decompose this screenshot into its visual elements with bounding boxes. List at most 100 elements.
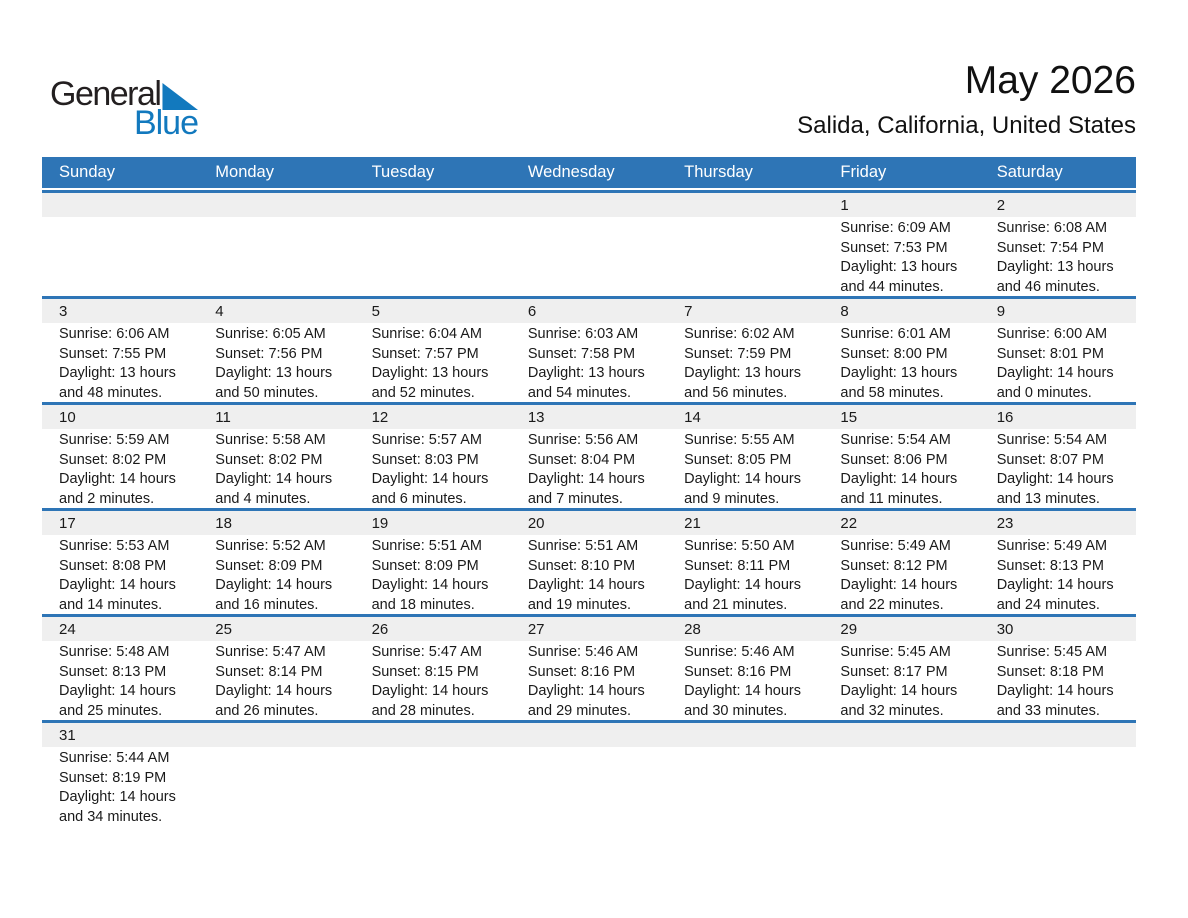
empty-day-number xyxy=(667,723,823,748)
weekday-header-monday: Monday xyxy=(215,163,274,181)
day-number: 23 xyxy=(996,515,1014,532)
day-sunset-text: Sunset: 8:04 PM xyxy=(527,451,636,468)
empty-day-number xyxy=(355,723,511,748)
weekday-header-sunday: Sunday xyxy=(59,163,115,181)
day-sunrise-text: Sunrise: 5:45 AM xyxy=(996,644,1108,660)
weekday-header-saturday: Saturday xyxy=(996,163,1063,181)
day-sunrise-text: Sunrise: 6:04 AM xyxy=(371,326,482,342)
day-number: 10 xyxy=(59,409,76,426)
day-cell: Sunrise: 6:01 AM Sunset: 8:00 PM Daylight:… xyxy=(823,323,979,403)
day-daylight-text: Daylight: 14 hours and 21 minutes. xyxy=(684,577,802,613)
empty-day-number xyxy=(511,723,667,748)
day-number: 19 xyxy=(371,515,389,532)
day-daylight-text: Daylight: 14 hours and 2 minutes. xyxy=(59,471,176,507)
day-number: 21 xyxy=(684,515,701,532)
day-number: 6 xyxy=(527,303,537,320)
day-cell: Sunrise: 5:57 AM Sunset: 8:03 PM Daylight:… xyxy=(355,429,511,509)
day-sunrise-text: Sunrise: 5:54 AM xyxy=(996,432,1108,448)
calendar-table: Sunday Monday Tuesday Wednesday Thursday Frid… xyxy=(42,157,1136,902)
logo-text-blue: Blue xyxy=(133,104,199,142)
day-cell: Sunrise: 5:58 AM Sunset: 8:02 PM Daylight:… xyxy=(198,429,354,509)
day-cell: Sunrise: 6:09 AM Sunset: 7:53 PM Daylight:… xyxy=(823,217,979,297)
day-number: 29 xyxy=(840,621,858,638)
day-number: 20 xyxy=(527,515,545,532)
day-sunrise-text: Sunrise: 5:49 AM xyxy=(996,538,1108,554)
day-daylight-text: Daylight: 14 hours and 11 minutes. xyxy=(840,471,958,507)
day-daylight-text: Daylight: 14 hours and 14 minutes. xyxy=(59,577,176,613)
calendar-weeks: 1 2 Sunrise: 6:09 AM Sunset: 7:53 PM Dayligh… xyxy=(42,190,1136,902)
day-daylight-text: Daylight: 13 hours and 56 minutes. xyxy=(684,365,802,401)
day-number: 1 xyxy=(840,197,849,214)
empty-day-cell xyxy=(355,217,511,297)
weekday-header-wednesday: Wednesday xyxy=(527,163,615,181)
day-number: 3 xyxy=(59,303,68,320)
day-sunrise-text: Sunrise: 5:52 AM xyxy=(215,538,326,554)
day-sunrise-text: Sunrise: 5:44 AM xyxy=(59,750,170,766)
empty-day-number xyxy=(667,193,823,218)
day-cell: Sunrise: 5:54 AM Sunset: 8:06 PM Daylight:… xyxy=(823,429,979,509)
empty-day-cell xyxy=(42,217,198,297)
day-number: 22 xyxy=(840,515,858,532)
day-number: 7 xyxy=(684,303,693,320)
day-detail-band: Sunrise: 5:53 AM Sunset: 8:08 PM Daylight:… xyxy=(42,535,1136,615)
day-cell: Sunrise: 6:05 AM Sunset: 7:56 PM Daylight:… xyxy=(198,323,354,403)
day-cell: Sunrise: 5:51 AM Sunset: 8:09 PM Daylight:… xyxy=(355,535,511,615)
day-sunset-text: Sunset: 8:02 PM xyxy=(215,451,323,468)
day-cell: Sunrise: 6:00 AM Sunset: 8:01 PM Daylight:… xyxy=(980,323,1136,403)
weekday-header-thursday: Thursday xyxy=(684,163,753,181)
day-daylight-text: Daylight: 14 hours and 19 minutes. xyxy=(527,577,645,613)
day-sunset-text: Sunset: 8:17 PM xyxy=(840,663,948,680)
weekday-header-tuesday: Tuesday xyxy=(371,163,435,181)
day-number: 11 xyxy=(215,409,231,426)
day-sunset-text: Sunset: 8:01 PM xyxy=(996,345,1104,362)
day-sunset-text: Sunset: 7:54 PM xyxy=(996,239,1104,256)
week-row: 3 4 5 6 7 8 9 Sunrise: 6:06 AM Sunset: 7:55 PM Da… xyxy=(42,296,1136,402)
day-daylight-text: Daylight: 13 hours and 50 minutes. xyxy=(215,365,333,401)
empty-day-cell xyxy=(980,747,1136,827)
day-sunrise-text: Sunrise: 6:02 AM xyxy=(684,326,795,342)
day-sunrise-text: Sunrise: 6:09 AM xyxy=(840,220,951,236)
day-sunset-text: Sunset: 8:00 PM xyxy=(840,345,948,362)
empty-day-cell xyxy=(198,747,354,827)
day-sunrise-text: Sunrise: 5:51 AM xyxy=(371,538,482,554)
day-sunrise-text: Sunrise: 5:58 AM xyxy=(215,432,326,448)
empty-day-cell xyxy=(823,747,979,827)
day-sunset-text: Sunset: 7:59 PM xyxy=(684,345,792,362)
day-daylight-text: Daylight: 13 hours and 58 minutes. xyxy=(840,365,958,401)
day-sunrise-text: Sunrise: 5:49 AM xyxy=(840,538,951,554)
empty-day-number xyxy=(198,723,354,748)
day-sunrise-text: Sunrise: 6:01 AM xyxy=(840,326,951,342)
day-sunrise-text: Sunrise: 5:46 AM xyxy=(527,644,639,660)
day-daylight-text: Daylight: 14 hours and 33 minutes. xyxy=(996,683,1114,719)
day-number: 25 xyxy=(215,621,232,638)
empty-day-number xyxy=(42,193,198,218)
day-sunrise-text: Sunrise: 5:48 AM xyxy=(59,644,170,660)
day-number: 8 xyxy=(840,303,849,320)
day-sunrise-text: Sunrise: 6:06 AM xyxy=(59,326,170,342)
day-sunset-text: Sunset: 8:16 PM xyxy=(527,663,636,680)
day-daylight-text: Daylight: 14 hours and 28 minutes. xyxy=(371,683,489,719)
day-daylight-text: Daylight: 14 hours and 25 minutes. xyxy=(59,683,176,719)
empty-day-cell xyxy=(355,747,511,827)
day-detail-band: Sunrise: 5:59 AM Sunset: 8:02 PM Daylight:… xyxy=(42,429,1136,509)
empty-day-cell xyxy=(511,747,667,827)
day-sunrise-text: Sunrise: 5:50 AM xyxy=(684,538,795,554)
day-sunset-text: Sunset: 8:03 PM xyxy=(371,451,479,468)
day-sunset-text: Sunset: 8:07 PM xyxy=(996,451,1104,468)
day-sunset-text: Sunset: 8:14 PM xyxy=(215,663,323,680)
day-cell: Sunrise: 5:50 AM Sunset: 8:11 PM Daylight:… xyxy=(667,535,823,615)
week-row: 10 11 12 13 14 15 16 Sunrise: 5:59 AM Sunset: 8:… xyxy=(42,402,1136,508)
day-number: 28 xyxy=(684,621,701,638)
day-number: 30 xyxy=(996,621,1014,638)
day-sunrise-text: Sunrise: 5:56 AM xyxy=(527,432,639,448)
empty-day-number xyxy=(823,723,979,748)
day-number: 12 xyxy=(371,409,389,426)
empty-day-number xyxy=(355,193,511,218)
day-sunrise-text: Sunrise: 5:53 AM xyxy=(59,538,170,554)
empty-day-number xyxy=(980,723,1136,748)
day-cell: Sunrise: 5:54 AM Sunset: 8:07 PM Daylight:… xyxy=(980,429,1136,509)
day-daylight-text: Daylight: 14 hours and 29 minutes. xyxy=(527,683,645,719)
day-daylight-text: Daylight: 14 hours and 24 minutes. xyxy=(996,577,1114,613)
logo-text-general: General xyxy=(50,75,162,113)
day-daylight-text: Daylight: 14 hours and 22 minutes. xyxy=(840,577,958,613)
